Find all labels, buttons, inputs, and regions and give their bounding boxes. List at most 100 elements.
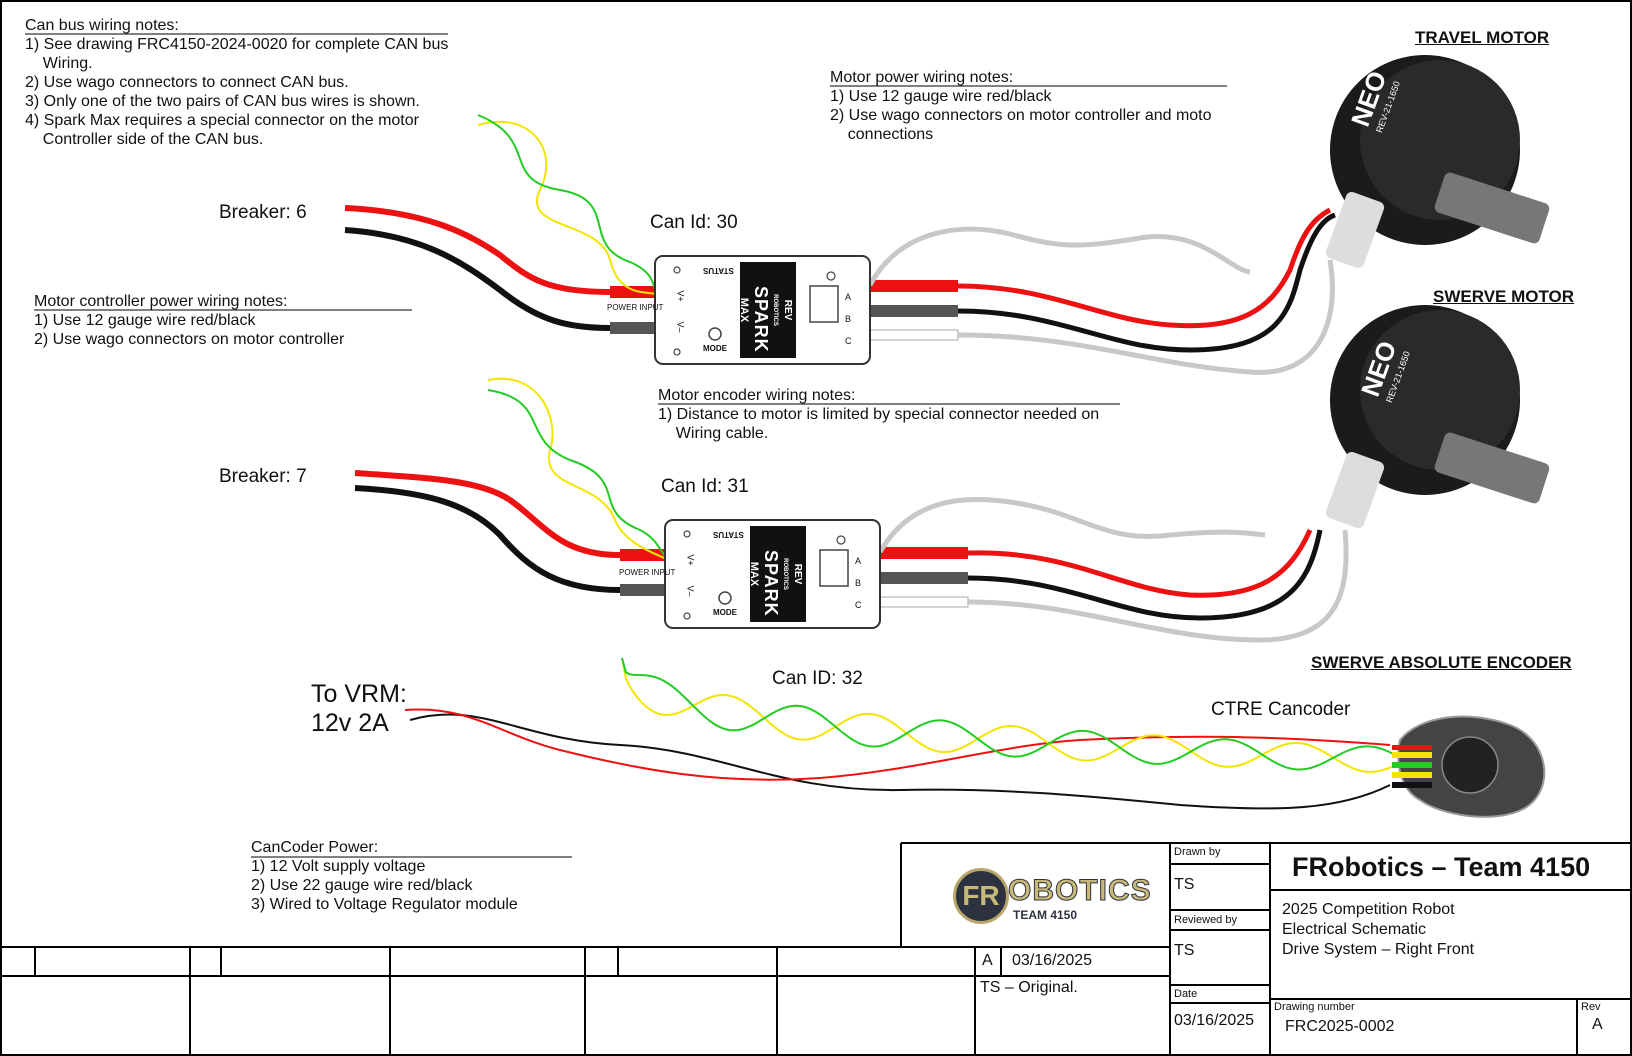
port-a-label: A	[855, 556, 862, 566]
revision-letter: A	[982, 952, 993, 969]
rev-brand-text: REV	[792, 563, 803, 585]
motor-out-black-sleeve-2	[868, 572, 968, 584]
cancoder-power-note-line: 2) Use 22 gauge wire red/black	[251, 877, 473, 894]
drawing-description: 2025 Competition Robot Electrical Schema…	[1282, 900, 1474, 960]
revision-date: 03/16/2025	[1012, 952, 1093, 969]
description-line: Drive System – Right Front	[1282, 941, 1475, 958]
breaker-6-label: Breaker: 6	[219, 202, 307, 223]
port-b-label: B	[855, 578, 862, 588]
motor-out-white-sleeve-1	[857, 329, 959, 341]
drawn-by-label: Drawn by	[1174, 846, 1221, 858]
team-number: TEAM 4150	[1013, 908, 1078, 922]
date-label: Date	[1174, 988, 1198, 1000]
rev-brand: REV ROBOTICS	[771, 286, 793, 334]
motor-power-note-line: 1) Use 12 gauge wire red/black	[830, 88, 1052, 105]
company-title: FRobotics – Team 4150	[1292, 852, 1591, 882]
motor-out-red-sleeve-2	[868, 547, 968, 559]
can-yellow-wire-2	[487, 377, 669, 561]
cancoder-power-note-line: 1) 12 Volt supply voltage	[251, 858, 426, 875]
motor-out-white-sleeve-2	[867, 596, 969, 608]
motor-power-notes-title: Motor power wiring notes:	[830, 69, 1014, 86]
description-line: 2025 Competition Robot	[1282, 901, 1455, 918]
mode-label: MODE	[713, 608, 737, 617]
can-yellow-wire-1	[477, 120, 661, 296]
drawn-by-value: TS	[1174, 876, 1195, 893]
can-green-wire-1	[477, 114, 663, 301]
spark-max-logo: REV ROBOTICS SPARK MAX	[738, 286, 793, 353]
can-green-wire-3	[621, 657, 1393, 771]
can-bus-note-line: Controller side of the CAN bus.	[25, 131, 264, 148]
travel-encoder-cable	[867, 226, 1251, 287]
can-bus-note-line: 3) Only one of the two pairs of CAN bus …	[25, 93, 420, 110]
power-input-black-sleeve-1	[610, 322, 658, 334]
ctre-cancoder	[1392, 715, 1546, 818]
can-bus-note-line: 4) Spark Max requires a special connecto…	[25, 112, 419, 129]
description-line: Electrical Schematic	[1282, 921, 1427, 938]
vrm-label-line: 12v 2A	[311, 709, 389, 737]
cancoder-black-power-wire	[409, 713, 1391, 810]
port-a-label: A	[845, 292, 852, 302]
can-bus-note-line: 2) Use wago connectors to connect CAN bu…	[25, 74, 349, 91]
drawing-number-value: FRC2025-0002	[1285, 1018, 1395, 1035]
can-id-32-label: Can ID: 32	[772, 668, 863, 689]
controller-power-note-line: 1) Use 12 gauge wire red/black	[34, 312, 256, 329]
encoder-note-line: 1) Distance to motor is limited by speci…	[658, 406, 1100, 423]
reviewed-by-value: TS	[1174, 942, 1195, 959]
max-name: MAX	[738, 297, 750, 323]
drawing-number-label: Drawing number	[1274, 1001, 1355, 1013]
can-bus-note-line: 1) See drawing FRC4150-2024-0020 for com…	[25, 36, 449, 53]
rev-brand-sub: ROBOTICS	[782, 558, 788, 590]
vminus-label: V–	[675, 321, 686, 333]
can-green-wire-2	[487, 389, 671, 561]
obotics-wordmark: OBOTICS	[1008, 874, 1152, 908]
abc-labels: A B C	[845, 286, 852, 352]
breaker-7-black-wire	[354, 485, 670, 593]
can-yellow-wire-3	[621, 657, 1393, 773]
encoder-note-line: Wiring cable.	[658, 425, 769, 442]
motor-out-red-sleeve-1	[858, 280, 958, 292]
spark-max-1-labels: POWER INPUT V+ V– STATUS MODE REV ROBOTI…	[607, 256, 870, 364]
breaker-6-black-wire	[344, 227, 655, 331]
rev-value: A	[1592, 1016, 1603, 1033]
power-input-label: POWER INPUT	[607, 303, 664, 312]
swerve-motor-black-lead	[967, 529, 1323, 621]
rev-brand: REV ROBOTICS	[781, 550, 803, 598]
status-label: STATUS	[713, 530, 744, 539]
cancoder-red-power-wire	[404, 708, 1391, 781]
frobotics-logo: FR OBOTICS TEAM 4150	[913, 860, 1153, 936]
encoder-notes: Motor encoder wiring notes: 1) Distance …	[658, 386, 1099, 443]
note-title-rules	[25, 33, 1227, 858]
can-bus-notes-title: Can bus wiring notes:	[25, 17, 179, 34]
mode-label: MODE	[703, 344, 727, 353]
cancoder-label: CTRE Cancoder	[1211, 699, 1351, 720]
title-block-grid	[1, 842, 1631, 1055]
cancoder-power-notes: CanCoder Power: 1) 12 Volt supply voltag…	[251, 838, 518, 914]
controller-power-notes: Motor controller power wiring notes: 1) …	[34, 292, 344, 349]
breaker-7-label: Breaker: 7	[219, 466, 307, 487]
vrm-label: To VRM: 12v 2A	[311, 680, 407, 738]
motor-power-notes: Motor power wiring notes: 1) Use 12 gaug…	[830, 68, 1227, 144]
breaker-6-red-wire	[344, 205, 655, 295]
rev-brand-text: REV	[782, 299, 793, 321]
max-name: MAX	[748, 561, 760, 587]
travel-motor-red-lead	[957, 207, 1332, 329]
vrm-label-line: To VRM:	[311, 680, 407, 708]
swerve-motor-neo	[1325, 305, 1550, 529]
motor-power-note-line: connections	[830, 126, 934, 143]
vminus-label: V–	[685, 585, 696, 597]
motor-power-note-line: 2) Use wago connectors on motor controll…	[830, 107, 1212, 124]
motor-out-black-sleeve-1	[858, 305, 958, 317]
status-label: STATUS	[703, 266, 734, 275]
swerve-encoder-cable	[877, 497, 1266, 554]
power-input-label: POWER INPUT	[619, 568, 676, 577]
port-c-label: C	[855, 600, 862, 610]
reviewed-by-label: Reviewed by	[1174, 914, 1237, 926]
vplus-label: V+	[685, 554, 696, 566]
controller-power-note-line: 2) Use wago connectors on motor controll…	[34, 331, 345, 348]
abc-labels: A B C	[855, 550, 862, 616]
swerve-motor-red-lead	[967, 528, 1313, 598]
port-c-label: C	[845, 336, 852, 346]
can-bus-note-line: Wiring.	[25, 55, 93, 72]
